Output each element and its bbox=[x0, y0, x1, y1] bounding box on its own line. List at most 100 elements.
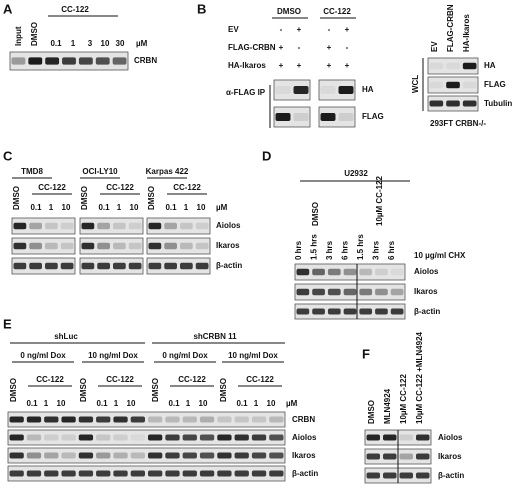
band bbox=[81, 222, 95, 230]
band bbox=[148, 452, 163, 459]
blot-label: Ikaros bbox=[438, 452, 462, 461]
band bbox=[45, 242, 58, 250]
lane-label: 1 bbox=[184, 203, 189, 212]
lane-label: 0.1 bbox=[98, 203, 110, 212]
band bbox=[199, 452, 215, 459]
band bbox=[390, 268, 404, 276]
note: 10 µg/ml CHX bbox=[414, 251, 466, 260]
lane-label: 0.1 bbox=[236, 399, 248, 408]
lane-label: EV bbox=[430, 41, 439, 52]
sign: - bbox=[328, 25, 331, 34]
drug-label: CC-122 bbox=[61, 5, 89, 14]
band bbox=[390, 288, 404, 296]
band bbox=[113, 222, 126, 230]
blot bbox=[7, 447, 286, 464]
band bbox=[383, 472, 397, 479]
band bbox=[390, 308, 404, 315]
blot bbox=[146, 217, 211, 235]
band bbox=[113, 434, 128, 441]
band bbox=[320, 113, 336, 121]
band bbox=[269, 452, 284, 459]
band bbox=[320, 86, 336, 94]
lane-label: FLAG-CRBN bbox=[446, 4, 455, 52]
blot bbox=[79, 217, 144, 235]
band bbox=[97, 222, 110, 230]
band bbox=[199, 434, 215, 441]
lane-label: 1 bbox=[44, 399, 49, 408]
band bbox=[165, 452, 180, 459]
band bbox=[180, 242, 193, 250]
band bbox=[165, 434, 180, 441]
band bbox=[327, 268, 341, 276]
band bbox=[327, 308, 341, 315]
blot bbox=[7, 411, 286, 428]
row-label: EV bbox=[228, 25, 239, 34]
lane-label: DMSO bbox=[12, 186, 21, 210]
blot-label: HA bbox=[484, 61, 496, 70]
lane-label: 0.1 bbox=[30, 203, 42, 212]
blot bbox=[273, 106, 311, 128]
lane-label: 1 bbox=[117, 203, 122, 212]
band bbox=[128, 242, 142, 250]
sign: + bbox=[327, 43, 332, 52]
band bbox=[11, 57, 26, 65]
ip-label: α-FLAG IP bbox=[226, 88, 266, 97]
band bbox=[78, 416, 94, 423]
lane-label: 10 bbox=[197, 203, 206, 212]
band bbox=[113, 242, 126, 250]
lane-label: 30 bbox=[116, 39, 125, 48]
band bbox=[446, 81, 460, 89]
band bbox=[269, 434, 284, 441]
band bbox=[199, 416, 215, 423]
band bbox=[217, 470, 232, 477]
band bbox=[164, 262, 177, 270]
band bbox=[61, 416, 76, 423]
band bbox=[112, 57, 127, 65]
blot bbox=[11, 217, 76, 235]
band bbox=[399, 434, 413, 441]
lane-label: 0.1 bbox=[50, 39, 62, 48]
band bbox=[96, 452, 111, 459]
drug-label: CC-122 bbox=[178, 375, 206, 384]
unit-label: µM bbox=[136, 39, 148, 48]
lane-label: DMSO bbox=[30, 22, 39, 46]
band bbox=[234, 434, 249, 441]
lane-label: 10 bbox=[57, 399, 66, 408]
blot bbox=[11, 257, 76, 275]
blot-label: Aiolos bbox=[438, 433, 463, 442]
blot-label: β-actin bbox=[438, 471, 464, 480]
band bbox=[359, 288, 373, 296]
lane-label: 3 hrs bbox=[372, 240, 381, 260]
group-label: shCRBN 11 bbox=[193, 332, 237, 341]
blot-label: Aiolos bbox=[414, 267, 439, 276]
band bbox=[28, 57, 43, 65]
band bbox=[29, 222, 42, 230]
band bbox=[383, 434, 397, 441]
blot bbox=[146, 257, 211, 275]
band bbox=[446, 62, 460, 70]
blot-label: Ikaros bbox=[216, 241, 240, 250]
band bbox=[78, 434, 94, 441]
band bbox=[251, 434, 267, 441]
dox-label: 0 ng/ml Dox bbox=[162, 351, 208, 360]
sign: - bbox=[346, 43, 349, 52]
row-label: HA-Ikaros bbox=[228, 61, 266, 70]
band bbox=[61, 434, 76, 441]
band bbox=[269, 470, 284, 477]
lane-label: 1 bbox=[186, 399, 191, 408]
band bbox=[429, 81, 444, 89]
band bbox=[9, 452, 24, 459]
lane-label: 0.1 bbox=[165, 203, 177, 212]
band bbox=[312, 268, 325, 276]
lane-label: DMSO bbox=[147, 186, 156, 210]
blot-label: FLAG bbox=[484, 80, 506, 89]
band bbox=[95, 57, 110, 65]
band bbox=[164, 222, 177, 230]
lane-label: DMSO bbox=[80, 186, 89, 210]
band bbox=[45, 222, 58, 230]
band bbox=[195, 262, 209, 270]
band bbox=[251, 416, 267, 423]
cell-line: OCI-LY10 bbox=[82, 167, 118, 176]
band bbox=[416, 472, 430, 479]
band bbox=[296, 288, 310, 296]
